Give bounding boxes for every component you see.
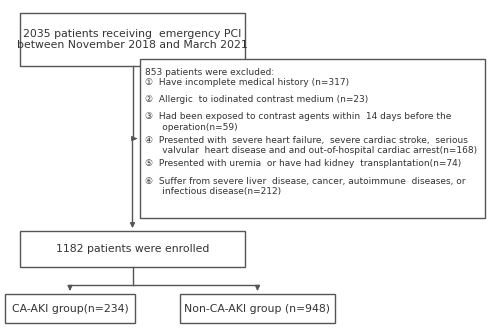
Text: ③  Had been exposed to contrast agents within  14 days before the
      operatio: ③ Had been exposed to contrast agents wi… — [145, 112, 452, 132]
FancyBboxPatch shape — [20, 231, 245, 267]
Text: ②  Allergic  to iodinated contrast medium (n=23): ② Allergic to iodinated contrast medium … — [145, 95, 368, 104]
FancyBboxPatch shape — [180, 294, 335, 323]
Text: ⑤  Presented with uremia  or have had kidney  transplantation(n=74): ⑤ Presented with uremia or have had kidn… — [145, 159, 461, 168]
Text: ⑥  Suffer from severe liver  disease, cancer, autoimmune  diseases, or
      inf: ⑥ Suffer from severe liver disease, canc… — [145, 177, 466, 196]
Text: 2035 patients receiving  emergency PCI
between November 2018 and March 2021: 2035 patients receiving emergency PCI be… — [17, 29, 248, 50]
Text: 853 patients were excluded:: 853 patients were excluded: — [145, 68, 274, 77]
Text: CA-AKI group(n=234): CA-AKI group(n=234) — [12, 304, 128, 314]
Text: 1182 patients were enrolled: 1182 patients were enrolled — [56, 244, 209, 254]
FancyBboxPatch shape — [20, 13, 245, 66]
Text: ①  Have incomplete medical history (n=317): ① Have incomplete medical history (n=317… — [145, 78, 349, 86]
Text: Non-CA-AKI group (n=948): Non-CA-AKI group (n=948) — [184, 304, 330, 314]
Text: ④  Presented with  severe heart failure,  severe cardiac stroke,  serious
      : ④ Presented with severe heart failure, s… — [145, 136, 477, 155]
FancyBboxPatch shape — [140, 59, 485, 218]
FancyBboxPatch shape — [5, 294, 135, 323]
